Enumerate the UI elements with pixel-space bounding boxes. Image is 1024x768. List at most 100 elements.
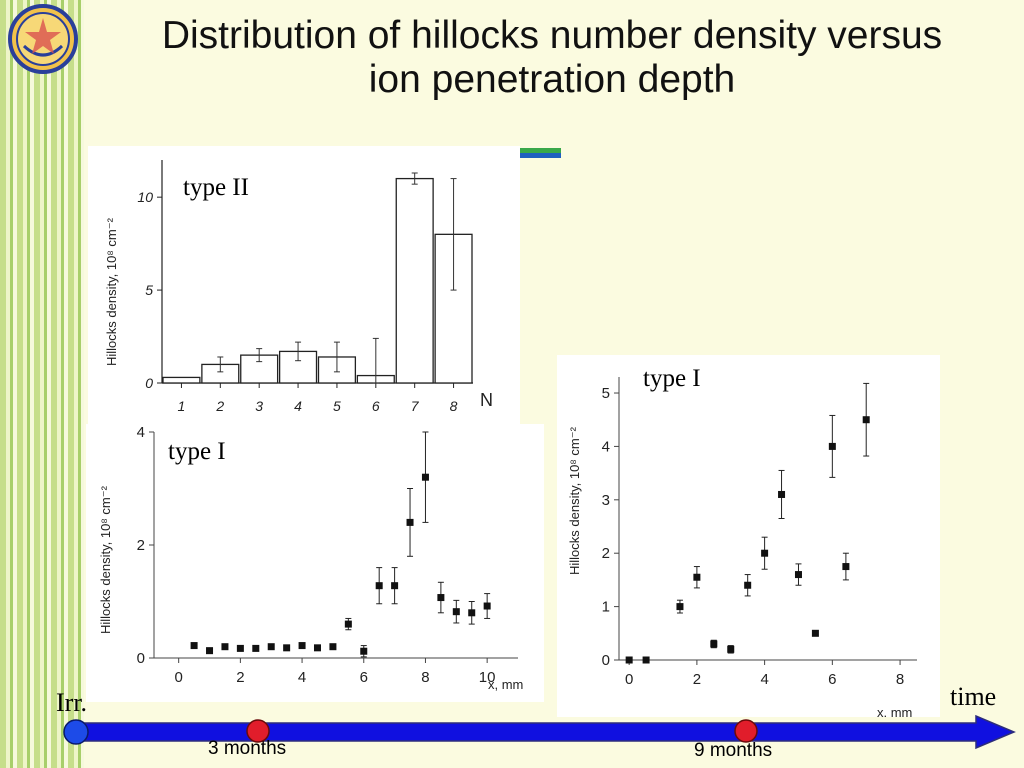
- title-line-1: Distribution of hillocks number density …: [161, 14, 943, 57]
- chart0-bar: [278, 350, 318, 384]
- chart0-y-tick-label: 5: [145, 282, 153, 298]
- scatter-panel-right-type-i: 0 1 2 3 4 5 0 2 4 6 8 Hillocks density, 10⁸ cm⁻² x…: [557, 355, 940, 717]
- chart1-panel-label: type I: [168, 438, 226, 465]
- chart0-bar: [395, 177, 434, 384]
- chart1-points: [190, 431, 491, 658]
- scatter-chart-right: 0 1 2 3 4 5 0 2 4 6 8 Hillocks density, 10⁸ cm⁻² x…: [567, 377, 917, 717]
- chart1-data-point: [468, 609, 476, 617]
- chart1-data-point: [206, 647, 214, 655]
- chart2-data-point: [710, 640, 718, 648]
- slide-title: Distribution of hillocks number density …: [90, 14, 1014, 102]
- chart2-data-point: [625, 656, 633, 664]
- chart0-axes: 0 5 10 1 2 3 4 5 6 7 8: [137, 160, 473, 414]
- chart1-data-point: [344, 620, 352, 628]
- chart0-bars: [162, 172, 473, 384]
- chart0-y-tick-label: 0: [145, 375, 153, 391]
- chart1-x-tick-label: 4: [298, 669, 306, 686]
- scatter-panel-left-type-i: 0 2 4 0 2 4 6 8 10 Hillocks density, 10⁸ cm⁻² x,…: [86, 424, 544, 702]
- chart1-x-tick-label: 10: [479, 669, 496, 686]
- chart1-data-point: [283, 644, 291, 652]
- chart1-data-point: [236, 644, 244, 652]
- chart0-x-tick-label: 5: [333, 398, 341, 414]
- chart2-y-tick-label: 5: [602, 385, 610, 402]
- chart2-xlabel: x, mm: [877, 705, 912, 717]
- chart2-axes: 0 1 2 3 4 5 0 2 4 6 8: [602, 377, 917, 688]
- timeline-arrow: [63, 714, 1016, 750]
- chart1-data-point: [391, 582, 399, 590]
- chart1-x-tick-label: 2: [236, 669, 244, 686]
- decorative-side-stripes: [0, 0, 84, 768]
- chart2-data-point: [828, 442, 836, 450]
- timeline-marker-label-9-months: 9 months: [694, 740, 773, 761]
- chart2-data-point: [693, 573, 701, 581]
- chart2-points: [625, 382, 870, 664]
- chart0-x-tick-label: 2: [215, 398, 224, 414]
- chart0-panel-label: type II: [183, 174, 249, 201]
- chart1-data-point: [452, 608, 460, 616]
- chart1-ylabel: Hillocks density, 10⁸ cm⁻²: [98, 485, 113, 634]
- chart2-data-point: [842, 563, 850, 571]
- chart1-data-point: [252, 644, 260, 652]
- chart1-x-tick-label: 8: [421, 669, 429, 686]
- institute-logo-icon: [8, 4, 78, 74]
- chart2-ylabel: Hillocks density, 10⁸ cm⁻²: [567, 426, 582, 575]
- chart2-data-point: [778, 490, 786, 498]
- chart2-x-tick-label: 8: [896, 671, 904, 688]
- chart0-x-tick-label: 3: [255, 398, 263, 414]
- chart0-ylabel: Hillocks density, 10⁸ cm⁻²: [104, 217, 119, 366]
- chart2-y-tick-label: 1: [602, 599, 610, 616]
- chart2-data-point: [676, 603, 684, 611]
- chart2-panel-label: type I: [643, 365, 701, 392]
- chart0-x-tick-label: 7: [411, 398, 420, 414]
- chart1-data-point: [375, 582, 383, 590]
- chart2-x-tick-label: 4: [760, 671, 768, 688]
- chart2-y-tick-label: 3: [602, 492, 610, 509]
- timeline-marker-9-months: [734, 719, 758, 743]
- chart1-x-tick-label: 0: [175, 669, 183, 686]
- chart1-data-point: [329, 643, 337, 651]
- chart1-data-point: [221, 643, 229, 651]
- chart2-data-point: [811, 629, 819, 637]
- chart2-x-tick-label: 0: [625, 671, 633, 688]
- timeline-arrow-shape: [75, 714, 1016, 750]
- timeline-marker-label-3-months: 3 months: [208, 738, 287, 759]
- timeline-end-label: time: [950, 682, 997, 711]
- chart2-data-point: [794, 571, 802, 579]
- chart0-x-tick-label: 8: [450, 398, 458, 414]
- chart1-data-point: [483, 602, 491, 610]
- chart1-x-tick-label: 6: [360, 669, 368, 686]
- chart2-data-point: [761, 549, 769, 557]
- bar-chart-panel-type-ii: 0 5 10 1 2 3 4 5 6 7 8 Hillocks density, 10⁸ cm⁻² …: [88, 146, 520, 424]
- chart2-y-tick-label: 4: [602, 438, 610, 455]
- chart0-xlabel: N: [480, 390, 493, 410]
- chart2-x-tick-label: 6: [828, 671, 836, 688]
- accent-bar: [515, 148, 561, 158]
- chart1-y-tick-label: 2: [137, 537, 145, 554]
- scatter-chart-left: 0 2 4 0 2 4 6 8 10 Hillocks density, 10⁸ cm⁻² x,…: [98, 424, 523, 692]
- chart0-bar: [162, 376, 201, 384]
- chart1-data-point: [406, 518, 414, 526]
- chart1-data-point: [421, 473, 429, 481]
- chart1-axes: 0 2 4 0 2 4 6 8 10: [137, 424, 518, 686]
- chart1-y-tick-label: 4: [137, 424, 145, 441]
- chart1-data-point: [313, 644, 321, 652]
- title-line-2: ion penetration depth: [368, 58, 736, 101]
- chart1-data-point: [437, 594, 445, 602]
- chart1-data-point: [190, 642, 198, 650]
- chart0-x-tick-label: 6: [372, 398, 380, 414]
- chart2-data-point: [727, 645, 735, 653]
- chart1-data-point: [298, 642, 306, 650]
- timeline-start-label: Irr.: [56, 688, 88, 717]
- chart2-y-tick-label: 2: [602, 545, 610, 562]
- chart2-x-tick-label: 2: [693, 671, 701, 688]
- timeline-start-dot: [63, 719, 89, 745]
- chart0-x-tick-label: 1: [178, 398, 186, 414]
- chart2-data-point: [744, 581, 752, 589]
- chart1-data-point: [267, 643, 275, 651]
- chart2-data-point: [642, 656, 650, 664]
- chart0-y-tick-label: 10: [137, 189, 153, 205]
- chart1-data-point: [360, 647, 368, 655]
- chart0-x-tick-label: 4: [294, 398, 302, 414]
- chart2-y-tick-label: 0: [602, 652, 610, 669]
